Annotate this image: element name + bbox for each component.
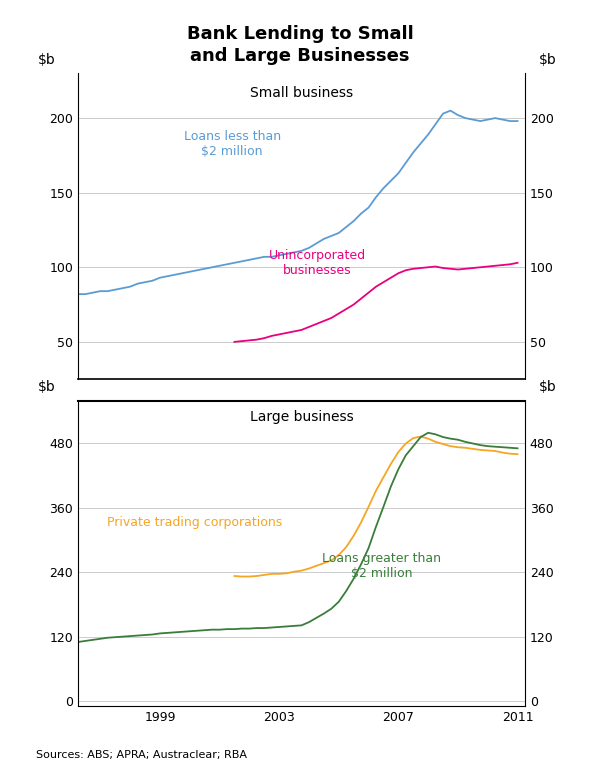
- Text: $b: $b: [539, 53, 556, 67]
- Text: Private trading corporations: Private trading corporations: [107, 516, 282, 530]
- Text: Loans greater than
$2 million: Loans greater than $2 million: [322, 552, 442, 580]
- Text: Unincorporated
businesses: Unincorporated businesses: [269, 249, 366, 277]
- Text: Loans less than
$2 million: Loans less than $2 million: [184, 130, 281, 157]
- Text: Bank Lending to Small
and Large Businesses: Bank Lending to Small and Large Business…: [187, 25, 413, 65]
- Text: $b: $b: [539, 381, 556, 394]
- Text: Sources: ABS; APRA; Austraclear; RBA: Sources: ABS; APRA; Austraclear; RBA: [36, 750, 247, 760]
- Text: $b: $b: [38, 53, 56, 67]
- Text: $b: $b: [38, 381, 56, 394]
- Text: Large business: Large business: [250, 410, 353, 424]
- Text: Small business: Small business: [250, 86, 353, 100]
